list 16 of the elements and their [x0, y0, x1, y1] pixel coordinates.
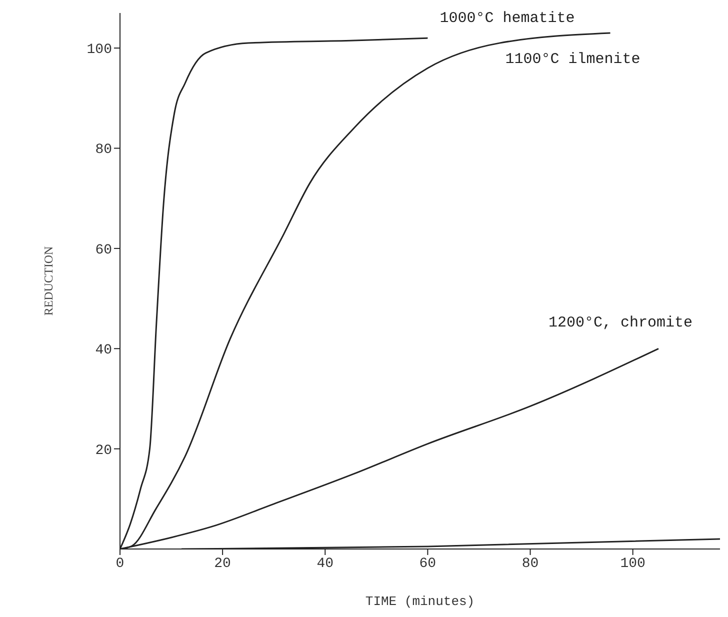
- x-tick-label: 80: [522, 556, 539, 572]
- x-tick-label: 20: [214, 556, 231, 572]
- x-tick-label: 60: [419, 556, 436, 572]
- x-tick-label: 0: [116, 556, 124, 572]
- x-axis-title: TIME (minutes): [365, 594, 475, 609]
- y-axis-title: REDUCTION: [41, 246, 56, 316]
- series-label: 1100°C ilmenite: [505, 51, 640, 68]
- y-tick-label: 20: [95, 442, 112, 459]
- y-tick-label: 80: [95, 142, 112, 158]
- x-tick-label: 40: [316, 556, 334, 572]
- y-tick-label: 60: [95, 242, 112, 258]
- y-tick-label: 40: [95, 342, 112, 359]
- text: 1200°C, chromite: [548, 314, 692, 332]
- x-tick-label: 100: [620, 556, 646, 572]
- y-tick-label: 100: [86, 42, 112, 58]
- series-label: 1000°C hematite: [440, 10, 575, 28]
